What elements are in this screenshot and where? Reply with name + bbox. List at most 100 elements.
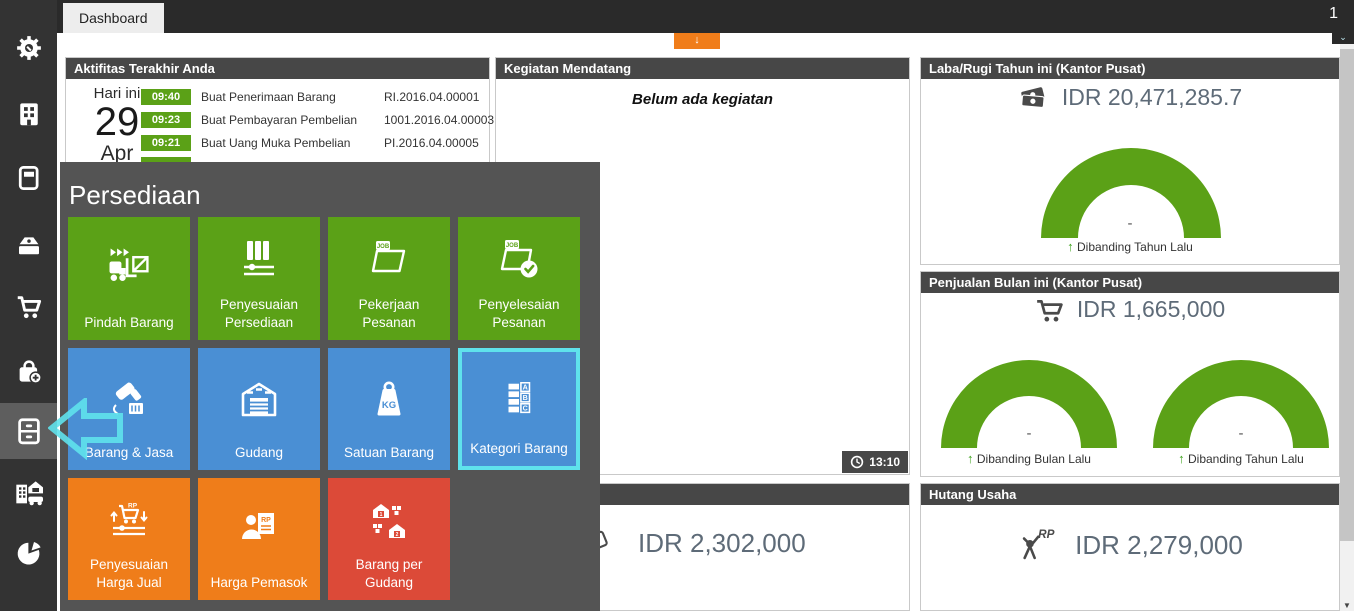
person-throwing-rp-icon: RP (1022, 528, 1055, 560)
payables-panel: Hutang Usaha RP IDR 2,279,000 (920, 483, 1340, 611)
profit-loss-title: Laba/Rugi Tahun ini (Kantor Pusat) (921, 58, 1339, 79)
activity-time-badge: 09:23 (141, 112, 191, 128)
tile-label: Pindah Barang (84, 314, 174, 330)
tile-pindah-barang[interactable]: Pindah Barang (68, 217, 190, 340)
comparison-label: ↑ Dibanding Tahun Lalu (921, 239, 1339, 254)
cart-icon (1036, 299, 1063, 322)
svg-text:1: 1 (380, 512, 383, 518)
svg-text:RP: RP (128, 502, 138, 509)
profit-loss-value: IDR 20,471,285.7 (1061, 84, 1243, 110)
svg-text:JOB: JOB (506, 243, 519, 249)
tile-harga-pemasok[interactable]: RP Harga Pemasok (198, 478, 320, 600)
tile-penyesuaian-harga-jual[interactable]: RP Penyesuaian Harga Jual (68, 478, 190, 600)
sidebar-item-fixed-assets[interactable] (0, 464, 57, 520)
activity-row[interactable]: 09:23 Buat Pembayaran Pembelian 1001.201… (66, 112, 494, 129)
today-month: Apr (100, 142, 134, 165)
svg-text:RP: RP (261, 517, 271, 524)
tile-pekerjaan-pesanan[interactable]: JOB Pekerjaan Pesanan (328, 217, 450, 340)
svg-text:B: B (523, 394, 528, 402)
svg-text:KG: KG (382, 400, 396, 411)
sales-month-gauge (941, 360, 1117, 448)
comparison-text: Dibanding Tahun Lalu (1076, 240, 1193, 254)
warehouses-boxes-icon: 1 2 (328, 478, 450, 556)
payables-title: Hutang Usaha (921, 484, 1339, 505)
sidebar-item-journal[interactable] (0, 150, 57, 206)
window-list-chevron[interactable]: ⌄ (1332, 33, 1354, 44)
upcoming-events-title: Kegiatan Mendatang (496, 58, 909, 79)
person-rp-document-icon: RP (198, 478, 320, 574)
sidebar-item-settings[interactable] (0, 20, 57, 76)
activity-time-badge: 09:40 (141, 89, 191, 105)
activity-description: Buat Penerimaan Barang (201, 90, 336, 104)
monthly-sales-panel: Penjualan Bulan ini (Kantor Pusat) IDR 1… (920, 271, 1340, 477)
tile-label: Harga Pemasok (210, 574, 308, 590)
sidebar-item-inventory[interactable] (0, 403, 57, 459)
tile-label: Penyesuaian Harga Jual (89, 556, 169, 590)
collapse-down-button[interactable]: ↓ (674, 33, 720, 49)
vertical-scrollbar[interactable]: ▲ ▼ (1340, 33, 1354, 611)
tile-label: Gudang (234, 444, 284, 460)
cash-drawer-icon (18, 237, 39, 255)
sidebar-item-cash-bank[interactable] (0, 215, 57, 271)
svg-text:2: 2 (396, 532, 399, 538)
activity-row[interactable]: 09:40 Buat Penerimaan Barang RI.2016.04.… (66, 89, 489, 106)
scroll-thumb[interactable] (1340, 49, 1354, 541)
cart-icon (17, 296, 41, 319)
tile-label: Satuan Barang (343, 444, 435, 460)
payables-value: IDR 2,279,000 (1075, 529, 1243, 560)
activity-reference: PI.2016.04.00005 (384, 136, 479, 150)
forklift-icon (68, 217, 190, 314)
activity-row[interactable]: 09:21 Buat Uang Muka Pembelian PI.2016.0… (66, 135, 489, 152)
activity-reference: 1001.2016.04.00003 (384, 113, 495, 127)
sidebar-item-sales[interactable] (0, 279, 57, 335)
sidebar-item-company[interactable] (0, 86, 57, 142)
up-arrow-icon: ↑ (1067, 239, 1074, 254)
up-arrow-icon: ↑ (967, 451, 974, 466)
bag-plus-icon (19, 360, 42, 384)
books-slider-icon (198, 217, 320, 296)
banknotes-icon (1021, 86, 1045, 108)
partial-panel-value: IDR 2,302,000 (638, 528, 806, 558)
clock-time-badge: 13:10 (842, 451, 908, 473)
clock-time-text: 13:10 (869, 455, 900, 469)
activity-reference: RI.2016.04.00001 (384, 90, 480, 104)
svg-text:A: A (523, 383, 528, 391)
activity-description: Buat Pembayaran Pembelian (201, 113, 358, 127)
cabinet-icon (17, 418, 40, 445)
monthly-sales-value: IDR 1,665,000 (1076, 296, 1226, 322)
activity-description: Buat Uang Muka Pembelian (201, 136, 351, 150)
svg-text:JOB: JOB (377, 244, 390, 250)
tile-satuan-barang[interactable]: KG Satuan Barang (328, 348, 450, 470)
tile-penyelesaian-pesanan[interactable]: JOB Penyelesaian Pesanan (458, 217, 580, 340)
inventory-menu-title: Persediaan (69, 180, 201, 210)
comparison-label: ↑ Dibanding Tahun Lalu (1153, 451, 1329, 466)
scroll-down-arrow[interactable]: ▼ (1343, 601, 1351, 610)
profit-loss-gauge (1041, 148, 1221, 238)
tile-penyesuaian-persediaan[interactable]: Penyesuaian Persediaan (198, 217, 320, 340)
pie-chart-icon (17, 542, 41, 565)
tile-label: Pekerjaan Pesanan (358, 296, 420, 330)
tile-label: Barang per Gudang (355, 556, 423, 590)
tile-barang-jasa[interactable]: Barang & Jasa (68, 348, 190, 470)
svg-text:C: C (523, 404, 528, 412)
book-icon (18, 166, 38, 190)
tile-label: Penyesuaian Persediaan (219, 296, 299, 330)
tab-dashboard[interactable]: Dashboard (63, 3, 164, 33)
monthly-sales-value-row: IDR 1,665,000 (921, 296, 1339, 323)
monthly-sales-title: Penjualan Bulan ini (Kantor Pusat) (921, 272, 1339, 293)
warehouse-icon (198, 348, 320, 444)
inventory-flyout-menu: Persediaan (60, 162, 600, 611)
tile-barang-per-gudang[interactable]: 1 2 Barang per Gudang (328, 478, 450, 600)
sidebar-item-purchases[interactable] (0, 343, 57, 399)
tile-gudang[interactable]: Gudang (198, 348, 320, 470)
window-count-badge: 1 (1329, 5, 1338, 22)
clock-icon (851, 455, 864, 469)
sidebar-item-reports[interactable] (0, 525, 57, 581)
job-folder-check-icon: JOB (458, 217, 580, 296)
gauge-value: - (1127, 215, 1133, 232)
today-date-block: Hari ini 29 Apr (74, 85, 160, 166)
up-arrow-icon: ↑ (1178, 451, 1185, 466)
